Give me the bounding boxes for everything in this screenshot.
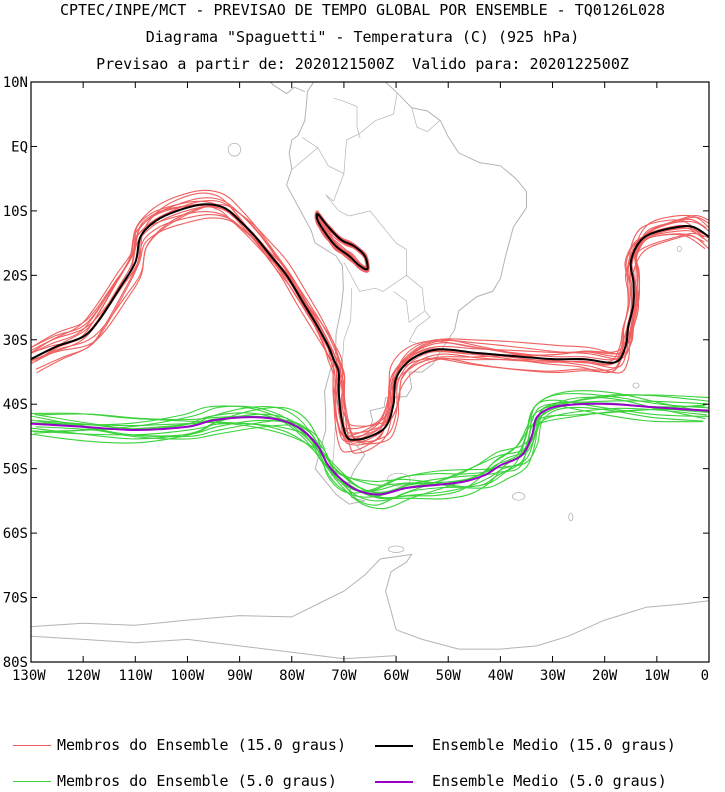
lat-tick-label: 40S (3, 397, 28, 413)
island-outline (632, 382, 640, 389)
lat-tick-label: 60S (3, 526, 28, 542)
lat-tick-label: 10S (3, 204, 28, 220)
title-line-1: CPTEC/INPE/MCT - PREVISAO DE TEMPO GLOBA… (59, 1, 666, 19)
island-outline (676, 245, 682, 252)
lon-tick-label: 100W (171, 668, 205, 684)
legend-row-2: Membros do Ensemble (5.0 graus) Ensemble… (0, 771, 725, 791)
lon-tick-label: 110W (118, 668, 152, 684)
country-border (411, 107, 441, 133)
member-line-15c (31, 204, 709, 434)
lat-tick-label: 30S (3, 333, 28, 349)
mean-line-5c (31, 402, 709, 496)
legend-label-mean-15: Ensemble Medio (15.0 graus) (432, 736, 676, 754)
country-border (343, 262, 407, 292)
member-line-5c (31, 404, 706, 488)
antarctica-outline (31, 553, 709, 650)
south-america-outline (286, 82, 527, 505)
island-outline (511, 492, 526, 501)
member-line-15c (31, 189, 707, 446)
lon-tick-label: 120W (66, 668, 100, 684)
ensemble-members (31, 189, 709, 510)
member-line-5c (31, 404, 704, 494)
lon-tick-label: 70W (331, 668, 357, 684)
lon-tick-label: 10W (644, 668, 670, 684)
title-line-3: Previsao a partir de: 2020121500Z Valido… (96, 55, 629, 73)
lon-tick-label: 130W (12, 668, 46, 684)
island-outline (227, 142, 242, 157)
member-line-5c (35, 402, 709, 493)
legend-swatch-mean-15 (375, 745, 413, 747)
member-line-15c (34, 199, 709, 444)
member-line-15c (31, 203, 704, 453)
lat-tick-label: 80S (3, 655, 28, 671)
member-line-15c (31, 204, 704, 443)
member-line-5c (31, 406, 704, 493)
title-line-2: Diagrama "Spaguetti" - Temperatura (C) (… (145, 28, 580, 46)
lon-tick-label: 40W (488, 668, 514, 684)
mean-line-15c (31, 203, 709, 441)
ice-shelf-outline (31, 635, 397, 660)
country-border (317, 147, 350, 217)
country-border (333, 97, 361, 139)
country-border (393, 291, 425, 324)
ensemble-means (31, 203, 709, 496)
mean-line-15c (315, 212, 369, 271)
lat-tick-label: 70S (3, 591, 28, 607)
lon-tick-label: 0 (701, 668, 709, 684)
legend-label-members-15: Membros do Ensemble (15.0 graus) (57, 736, 346, 754)
lat-tick-label: 10N (3, 75, 28, 91)
lon-tick-label: 80W (279, 668, 305, 684)
legend-swatch-members-5 (13, 781, 51, 782)
lon-tick-label: 50W (436, 668, 462, 684)
country-border (349, 210, 407, 276)
legend-swatch-members-15 (13, 745, 51, 746)
central-america-outline (269, 82, 305, 95)
country-border (343, 92, 398, 174)
member-line-5c (34, 399, 709, 498)
member-line-15c (32, 205, 709, 427)
lat-tick-label: EQ (11, 139, 28, 155)
member-line-15c (32, 211, 709, 443)
member-line-5c (31, 408, 708, 486)
member-line-15c (31, 197, 709, 443)
legend-label-members-5: Membros do Ensemble (5.0 graus) (57, 772, 337, 790)
map-frame (30, 81, 710, 663)
lon-tick-label: 90W (227, 668, 253, 684)
legend-swatch-mean-5 (375, 781, 413, 783)
member-line-5c (32, 394, 709, 500)
island-outline (387, 545, 405, 553)
member-line-5c (31, 396, 706, 506)
lon-tick-label: 30W (540, 668, 566, 684)
lat-tick-label: 50S (3, 462, 28, 478)
legend-label-mean-5: Ensemble Medio (5.0 graus) (432, 772, 667, 790)
island-outline (568, 512, 574, 522)
lat-tick-label: 20S (3, 268, 28, 284)
country-border (291, 137, 319, 170)
legend-row-1: Membros do Ensemble (15.0 graus) Ensembl… (0, 735, 725, 755)
lon-tick-label: 20W (592, 668, 618, 684)
lon-tick-label: 60W (383, 668, 409, 684)
land-outlines (31, 82, 709, 660)
